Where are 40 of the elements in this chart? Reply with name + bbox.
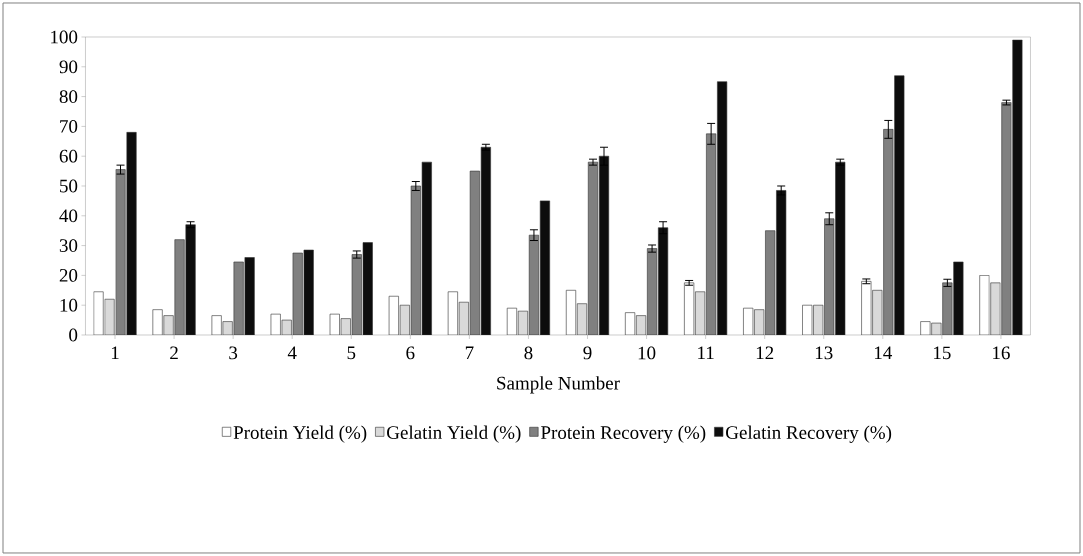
x-tick-label: 6 [406,346,415,360]
x-tick-label: 4 [287,346,297,360]
x-tick-label: 7 [465,346,474,359]
bar [658,227,669,335]
bar [185,224,196,335]
y-tick-label: 60 [59,149,78,163]
y-tick-label: 100 [51,30,78,44]
x-tick-label: 2 [170,346,178,360]
legend-label: Protein Recovery (%) [541,425,706,443]
bar [598,155,610,335]
y-tick-label: 70 [60,119,78,133]
x-tick-label: 15 [934,346,951,360]
y-tick-label: 40 [59,209,78,223]
bar [835,161,846,335]
bar [126,132,137,335]
y-tick-label: 80 [59,90,78,103]
y-tick-label: 20 [59,268,78,282]
x-tick-label: 9 [583,346,592,360]
x-tick-label: 10 [638,346,656,360]
bar [480,146,491,335]
legend-label: Gelatin Recovery (%) [726,425,892,443]
x-tick-label: 13 [815,346,833,360]
y-tick-label: 10 [60,298,78,312]
bar [776,190,787,335]
x-tick-label: 16 [993,346,1010,360]
y-tick-label: 50 [60,179,78,193]
x-tick-label: 11 [698,346,714,360]
legend-label: Gelatin Yield (%) [387,425,521,443]
x-tick-label: 8 [524,346,533,360]
legend-label: Protein Yield (%) [233,425,367,443]
x-tick-label: 3 [229,346,238,360]
x-axis-title: Sample Number [497,376,620,394]
y-tick-label: 0 [69,328,78,342]
x-tick-label: 1 [111,346,119,360]
bar [1012,39,1023,335]
x-tick-label: 5 [347,346,356,360]
x-tick-label: 12 [756,346,774,360]
x-tick-label: 14 [874,346,893,360]
y-tick-label: 90 [59,60,78,74]
y-tick-label: 30 [59,239,78,252]
